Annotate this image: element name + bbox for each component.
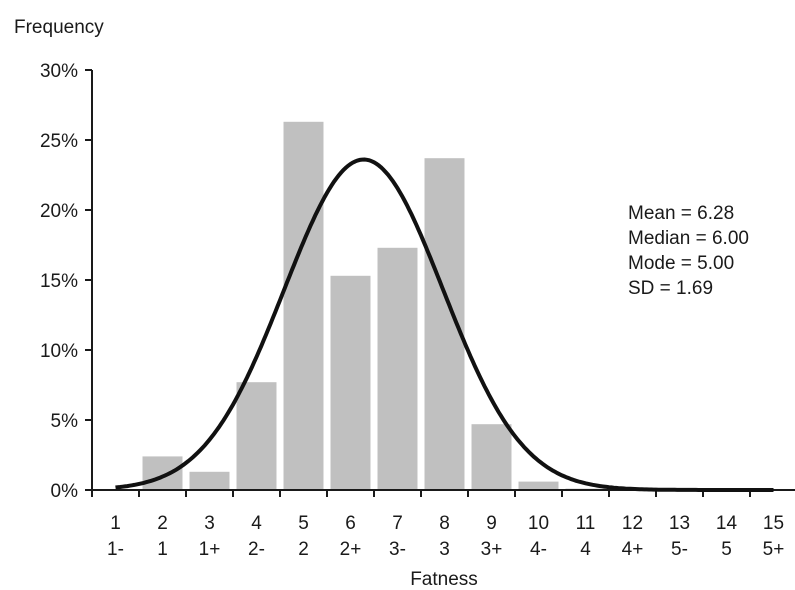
x-tick-label-grade: 3+ bbox=[481, 539, 503, 560]
y-tick-label: 0% bbox=[51, 481, 79, 502]
x-tick-label-score: 7 bbox=[392, 513, 403, 534]
x-tick-label-score: 14 bbox=[716, 513, 738, 534]
x-tick-label-grade: 2+ bbox=[340, 539, 362, 560]
x-tick-label-score: 11 bbox=[576, 513, 596, 534]
y-tick-label: 30% bbox=[40, 61, 78, 82]
bar bbox=[330, 275, 371, 490]
stats-line: SD = 1.69 bbox=[628, 278, 713, 299]
x-tick-label-score: 13 bbox=[669, 513, 690, 534]
x-tick-label-grade: 5- bbox=[671, 539, 688, 560]
x-tick-label-score: 4 bbox=[251, 513, 262, 534]
y-tick-label: 10% bbox=[40, 341, 78, 362]
x-tick-label-grade: 3- bbox=[389, 539, 406, 560]
y-tick-label: 20% bbox=[40, 201, 78, 222]
x-tick-label-score: 8 bbox=[439, 513, 450, 534]
stats-box: Mean = 6.28 Median = 6.00 Mode = 5.00 SD = … bbox=[628, 203, 749, 299]
normal-curve bbox=[115, 157, 774, 492]
y-tick-label: 25% bbox=[40, 131, 78, 152]
y-tick-label: 5% bbox=[51, 411, 79, 432]
x-tick-label-grade: 1+ bbox=[199, 539, 221, 560]
x-tick-label-score: 1 bbox=[110, 513, 121, 534]
x-tick-label-score: 3 bbox=[204, 513, 215, 534]
stats-line: Mode = 5.00 bbox=[628, 253, 734, 274]
x-tick-label-score: 9 bbox=[486, 513, 497, 534]
bar bbox=[189, 471, 230, 490]
x-tick-label-score: 10 bbox=[528, 513, 549, 534]
x-tick-label-grade: 2 bbox=[298, 539, 309, 560]
x-tick-label-grade: 5 bbox=[721, 539, 732, 560]
x-tick-label-score: 6 bbox=[345, 513, 356, 534]
x-tick-label-grade: 4+ bbox=[622, 539, 644, 560]
x-tick-label-score: 15 bbox=[763, 513, 784, 534]
y-axis-title: Frequency bbox=[14, 17, 104, 38]
bar bbox=[236, 382, 277, 490]
x-tick-label-grade: 1- bbox=[107, 539, 124, 560]
bar bbox=[283, 121, 324, 491]
bar bbox=[377, 247, 418, 490]
x-axis-title: Fatness bbox=[410, 569, 478, 590]
y-axis: 0% 5% 10% 15% 20% 25% 30% bbox=[40, 61, 92, 502]
stats-line: Median = 6.00 bbox=[628, 228, 749, 249]
x-tick-label-score: 2 bbox=[157, 513, 168, 534]
y-tick-label: 15% bbox=[40, 271, 78, 292]
stats-line: Mean = 6.28 bbox=[628, 203, 734, 224]
bar bbox=[471, 424, 512, 490]
x-axis: 11-2131+42-5262+73-8393+104-114124+135-1… bbox=[91, 490, 785, 560]
bar bbox=[142, 456, 183, 490]
x-tick-label-grade: 2- bbox=[248, 539, 265, 560]
x-tick-label-score: 5 bbox=[298, 513, 309, 534]
x-tick-label-grade: 4 bbox=[580, 539, 591, 560]
x-tick-label-grade: 5+ bbox=[763, 539, 785, 560]
x-tick-label-score: 12 bbox=[622, 513, 643, 534]
x-tick-label-grade: 4- bbox=[530, 539, 547, 560]
bar bbox=[518, 481, 559, 490]
x-tick-label-grade: 3 bbox=[439, 539, 450, 560]
x-tick-label-grade: 1 bbox=[157, 539, 168, 560]
